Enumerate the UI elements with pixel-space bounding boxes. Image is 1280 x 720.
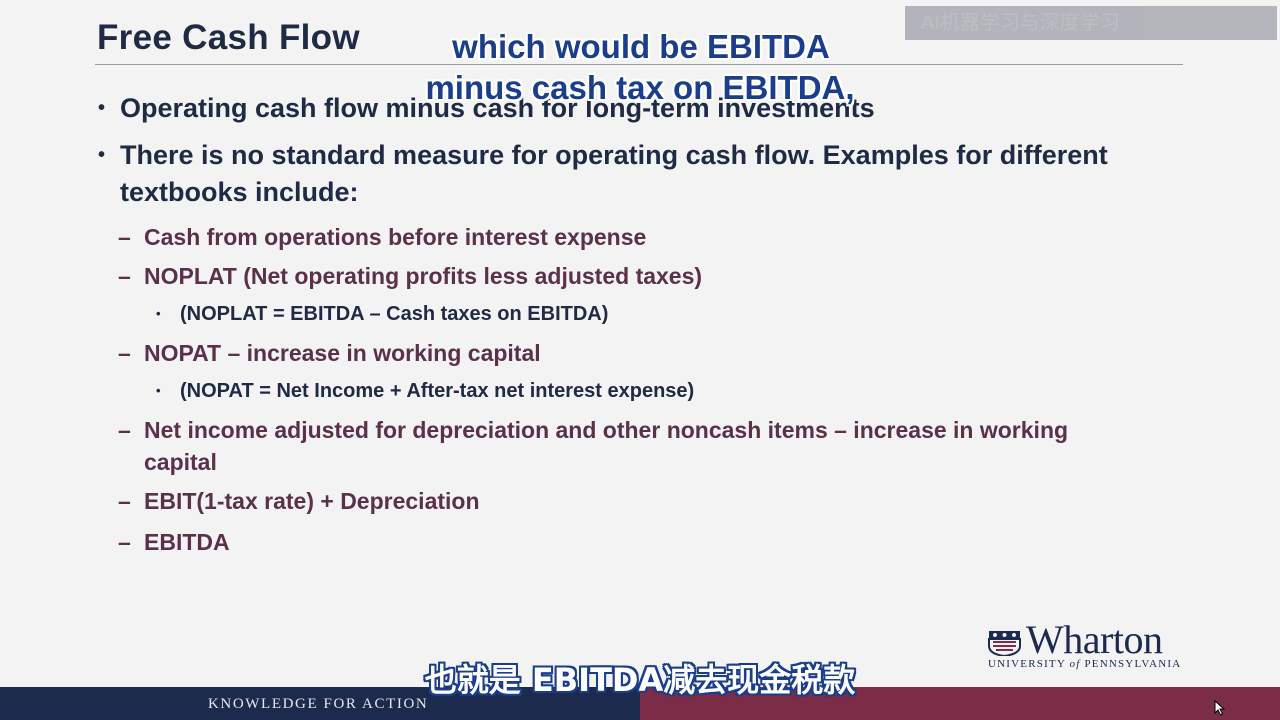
detail-item: • (NOPAT = Net Income + After-tax net in… [156, 377, 1080, 405]
caption-english-line1-text: which would be EBITDA [452, 28, 830, 65]
wharton-logo: Wharton UNIVERSITY of PENNSYLVANIA [988, 620, 1193, 672]
title-divider [95, 64, 1183, 65]
slide-title: Free Cash Flow [97, 18, 360, 57]
sub-bullet-text: NOPLAT (Net operating profits less adjus… [144, 263, 703, 289]
sub-bullet-text: Cash from operations before interest exp… [144, 224, 647, 250]
bullet-item: • Operating cash flow minus cash for lon… [98, 90, 1200, 127]
sub-bullet-text: NOPAT – increase in working capital [144, 340, 541, 366]
footer-bar-navy: KNOWLEDGE FOR ACTION [0, 687, 640, 720]
caption-english-line1: which would be EBITDA [0, 28, 1280, 66]
mouse-cursor-icon [1214, 700, 1226, 716]
sub-bullet-item: – NOPLAT (Net operating profits less adj… [118, 260, 1164, 292]
bullet-mark: • [156, 306, 161, 321]
footer-tagline: KNOWLEDGE FOR ACTION [208, 696, 429, 712]
sub-bullet-text: EBITDA [144, 529, 230, 555]
detail-item: • (NOPLAT = EBITDA – Cash taxes on EBITD… [156, 300, 1080, 328]
sub-bullet-text: Net income adjusted for depreciation and… [144, 417, 1069, 475]
logo-subtitle-suffix: PENNSYLVANIA [1080, 658, 1182, 670]
dash-mark: – [118, 224, 131, 250]
bullet-mark: • [98, 144, 106, 166]
footer-bar-maroon [640, 687, 1280, 720]
dash-mark: – [118, 417, 131, 443]
bullet-text: There is no standard measure for operati… [120, 140, 1108, 207]
dash-mark: – [118, 529, 131, 555]
logo-subtitle-prefix: UNIVERSITY [988, 658, 1070, 670]
sub-bullet-text: EBIT(1-tax rate) + Depreciation [144, 488, 480, 514]
dash-mark: – [118, 488, 131, 514]
logo-subtitle: UNIVERSITY of PENNSYLVANIA [988, 658, 1181, 670]
watermark-text: AI机器学习与深度学习 [921, 12, 1120, 34]
dash-mark: – [118, 263, 131, 289]
bullet-mark: • [98, 97, 106, 119]
caption-english-line2: minus cash tax on EBITDA, [425, 69, 855, 106]
sub-bullet-item: – Cash from operations before interest e… [118, 221, 1164, 253]
bullet-text: Operating cash flow minus cash for long-… [120, 93, 875, 123]
sub-bullet-item: – EBITDA [118, 526, 1164, 558]
bullet-mark: • [156, 383, 161, 398]
logo-wordmark: Wharton [1026, 617, 1163, 662]
logo-subtitle-of: of [1069, 658, 1081, 670]
watermark-overlay: AI机器学习与深度学习 [905, 6, 1277, 40]
bullet-item: • There is no standard measure for opera… [98, 137, 1180, 211]
sub-bullet-item: – NOPAT – increase in working capital [118, 337, 1164, 369]
dash-mark: – [118, 340, 131, 366]
caption-chinese: 也就是 EBITDA减去现金税款 [424, 661, 856, 699]
detail-text: (NOPLAT = EBITDA – Cash taxes on EBITDA) [180, 303, 609, 325]
sub-bullet-item: – EBIT(1-tax rate) + Depreciation [118, 485, 1164, 517]
wharton-shield-icon [988, 631, 1021, 656]
sub-bullet-item: – Net income adjusted for depreciation a… [118, 414, 1134, 478]
detail-text: (NOPAT = Net Income + After-tax net inte… [180, 380, 695, 402]
